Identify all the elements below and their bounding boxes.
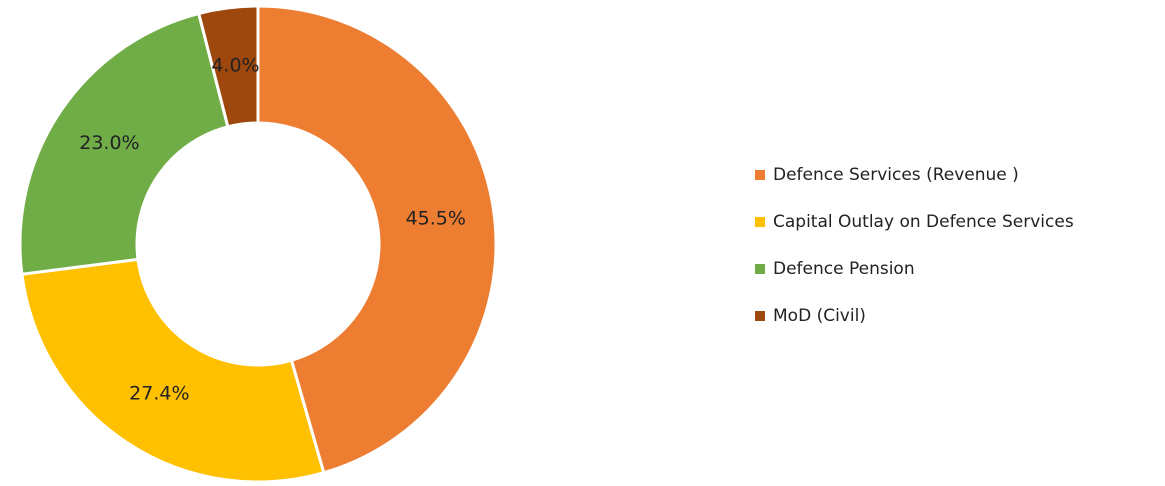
legend-swatch xyxy=(755,264,765,274)
data-label: 27.4% xyxy=(129,382,189,404)
donut-slice xyxy=(256,4,498,475)
legend-label: Capital Outlay on Defence Services xyxy=(773,212,1074,232)
data-label: 45.5% xyxy=(406,207,466,229)
donut-slice xyxy=(20,257,326,484)
donut-slice xyxy=(196,4,260,129)
data-label: 23.0% xyxy=(79,132,139,154)
legend-swatch xyxy=(755,217,765,227)
legend-swatch xyxy=(755,170,765,180)
legend-label: Defence Services (Revenue ) xyxy=(773,165,1019,185)
legend-label: MoD (Civil) xyxy=(773,306,866,326)
legend-label: Defence Pension xyxy=(773,259,915,279)
donut-slice xyxy=(18,11,230,276)
data-label: 4.0% xyxy=(211,54,259,76)
legend-swatch xyxy=(755,311,765,321)
